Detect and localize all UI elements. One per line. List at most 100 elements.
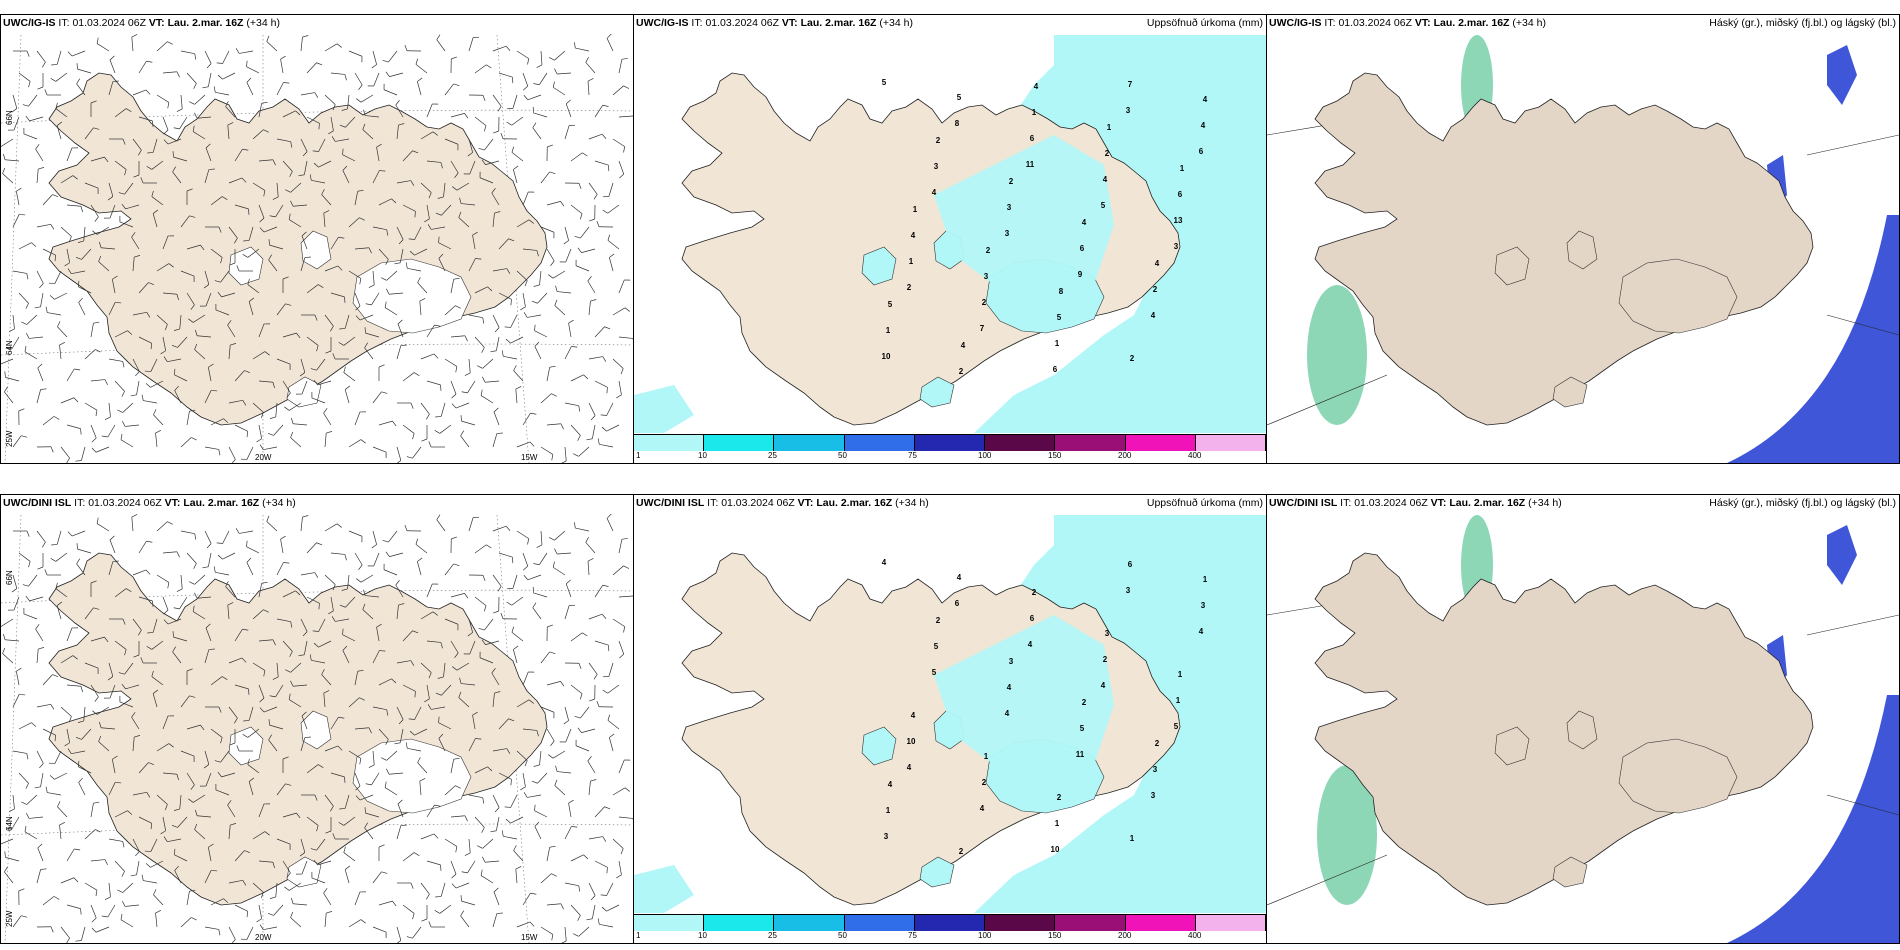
- wind-barb-feather: [57, 801, 61, 807]
- wind-barb-feather: [432, 611, 438, 616]
- wind-barb-feather: [291, 417, 294, 424]
- wind-barb-feather: [357, 189, 364, 192]
- wind-barb-feather: [481, 639, 486, 645]
- wind-barb: [228, 657, 243, 664]
- wind-barb-feather: [378, 364, 385, 368]
- wind-barb-feather: [4, 371, 6, 378]
- wind-barb-feather: [405, 742, 408, 749]
- wind-barb-feather: [458, 691, 462, 698]
- wind-barb-feather: [141, 394, 144, 401]
- wind-barb-feather: [272, 159, 276, 166]
- wind-barb-feather: [527, 58, 530, 65]
- wind-barb: [342, 650, 350, 664]
- wind-barb-feather: [344, 865, 351, 870]
- wind-barb-feather: [194, 533, 197, 540]
- wind-barb: [472, 715, 476, 730]
- wind-barb-feather: [221, 196, 228, 201]
- wind-barb: [293, 684, 308, 687]
- wind-barb: [192, 131, 206, 140]
- wind-barb: [173, 636, 188, 642]
- wind-barb-feather: [312, 630, 319, 632]
- wind-barb-feather: [50, 557, 57, 562]
- wind-barb-feather: [417, 277, 421, 283]
- wind-barb-feather: [145, 383, 151, 388]
- wind-barb-feather: [283, 562, 290, 564]
- panel-title: Uppsöfnuð úrkoma (mm): [1146, 17, 1263, 29]
- wind-barb-feather: [243, 240, 250, 242]
- wind-barb: [81, 248, 92, 260]
- wind-barb: [29, 596, 44, 602]
- colorbar-swatch: [1195, 435, 1266, 451]
- wind-barb: [311, 397, 326, 404]
- wind-barb-feather: [290, 621, 293, 628]
- wind-barb: [40, 772, 44, 787]
- wind-barb-feather: [523, 95, 529, 101]
- wind-barb: [77, 548, 92, 554]
- wind-barb-feather: [16, 667, 22, 672]
- wind-barb-feather: [452, 186, 458, 191]
- wind-barb: [540, 651, 550, 664]
- wind-barb-feather: [325, 830, 332, 834]
- wind-barb: [498, 552, 513, 558]
- wind-barb-feather: [117, 409, 123, 413]
- wind-barb-feather: [248, 208, 250, 215]
- wind-barb-feather: [481, 347, 485, 353]
- wind-barb: [138, 336, 152, 344]
- wind-barb-feather: [460, 415, 462, 422]
- wind-barb: [205, 147, 212, 162]
- wind-barb-feather: [623, 626, 626, 633]
- wind-barb-feather: [451, 873, 457, 879]
- wind-barb-feather: [464, 815, 468, 822]
- wind-barb: [59, 825, 62, 840]
- wind-barb: [210, 898, 224, 906]
- wind-barb-feather: [363, 589, 366, 596]
- wind-barb-feather: [301, 711, 307, 717]
- wind-barb: [300, 37, 303, 52]
- wind-barb-feather: [386, 288, 390, 295]
- precip-value: 2: [959, 847, 964, 856]
- wind-barb-feather: [195, 329, 198, 336]
- wind-barb: [96, 523, 110, 532]
- precip-value: 10: [882, 352, 891, 361]
- wind-barb: [207, 847, 212, 862]
- wind-barb-feather: [35, 144, 40, 150]
- wind-barb: [515, 389, 518, 404]
- wind-barb-feather: [336, 43, 342, 48]
- wind-barb-feather: [80, 428, 82, 435]
- wind-barb: [247, 728, 260, 738]
- wind-barb-feather: [513, 645, 519, 650]
- wind-barb-feather: [494, 327, 500, 333]
- wind-barb-feather: [309, 654, 312, 661]
- iceland-landmass: [1314, 552, 1814, 906]
- wind-barb: [28, 94, 38, 107]
- wind-barb-feather: [368, 764, 375, 768]
- wind-barb: [42, 674, 53, 686]
- wind-barb: [180, 215, 190, 228]
- wind-barb-feather: [231, 459, 236, 463]
- wind-barb: [107, 904, 116, 918]
- wind-barb: [56, 530, 62, 545]
- wind-barb-feather: [577, 435, 581, 441]
- wind-barb-feather: [440, 642, 443, 649]
- wind-barb-feather: [194, 53, 197, 60]
- wind-barb-feather: [337, 265, 343, 271]
- wind-barb-feather: [368, 247, 372, 254]
- wind-barbs: [1, 33, 633, 463]
- wind-barb-feather: [67, 531, 73, 537]
- wind-barb-feather: [227, 122, 234, 126]
- wind-barb-feather: [76, 63, 78, 70]
- wind-barb-feather: [318, 603, 320, 610]
- wind-barb-feather: [412, 630, 419, 634]
- precip-map: 5811532763643941056413121743362121264352…: [634, 35, 1266, 433]
- wind-barb-feather: [160, 830, 166, 835]
- wind-barb-feather: [203, 764, 210, 769]
- wind-barb-feather: [326, 431, 333, 434]
- wind-barb: [468, 838, 471, 853]
- wind-barb: [588, 613, 603, 620]
- wind-barb-feather: [528, 699, 534, 704]
- wind-barb: [225, 106, 236, 118]
- wind-barb-feather: [440, 162, 443, 169]
- wind-barb: [618, 759, 625, 774]
- wind-barb-feather: [587, 756, 592, 762]
- wind-barb-feather: [536, 64, 543, 68]
